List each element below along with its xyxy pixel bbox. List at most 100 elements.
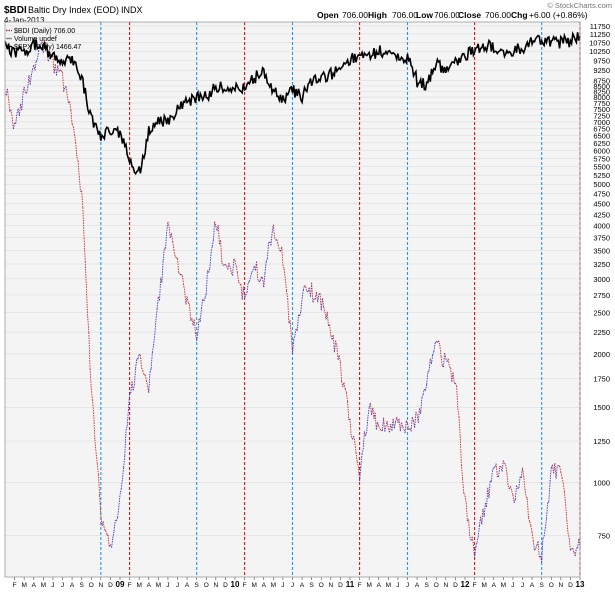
x-tick-label: S [194, 582, 199, 589]
x-tick-label: F [128, 582, 132, 589]
x-tick-label: D [108, 582, 113, 589]
chg-value: +6.00 (+0.86%) [529, 10, 588, 20]
y-tick-label: 750 [597, 532, 610, 541]
instrument-name: Baltic Dry Index (EOD) [28, 5, 119, 15]
x-tick-label: D [338, 582, 343, 589]
y-tick-label: 5500 [593, 163, 610, 172]
x-tick-label: S [79, 582, 84, 589]
open-label: Open [317, 10, 339, 20]
y-tick-label: 1000 [593, 478, 610, 487]
bdi-segment [60, 70, 61, 71]
x-tick-label: N [443, 582, 448, 589]
y-tick-label: 5750 [593, 154, 610, 163]
x-tick-label: M [271, 582, 276, 589]
y-tick-label: 1500 [593, 403, 610, 412]
x-tick-label: J [511, 582, 514, 589]
x-tick-label: 09 [116, 580, 125, 589]
x-tick-label: M [21, 582, 26, 589]
y-tick-label: 3750 [593, 233, 610, 242]
x-tick-label: S [424, 582, 429, 589]
x-tick-label: 11 [346, 580, 355, 589]
y-tick-label: 3000 [593, 275, 610, 284]
y-tick-label: 8750 [593, 77, 610, 86]
y-tick-label: 2750 [593, 291, 610, 300]
x-tick-label: M [251, 582, 256, 589]
close-label: Close [458, 10, 481, 20]
y-tick-label: 3250 [593, 260, 610, 269]
x-tick-label: N [328, 582, 333, 589]
low-value: 706.00 [434, 10, 460, 20]
y-tick-label: 10750 [589, 38, 610, 47]
x-tick-label: N [558, 582, 563, 589]
legend-label: Volume undef [14, 36, 57, 43]
x-tick-label: J [406, 582, 409, 589]
x-tick-label: S [539, 582, 544, 589]
x-tick-label: M [156, 582, 161, 589]
x-tick-label: 10 [231, 580, 240, 589]
x-tick-label: F [473, 582, 477, 589]
y-tick-label: 4250 [593, 210, 610, 219]
x-tick-label: A [32, 582, 37, 589]
x-tick-label: J [521, 582, 524, 589]
close-value: 706.00 [485, 10, 511, 20]
x-tick-label: N [98, 582, 103, 589]
low-label: Low [416, 10, 433, 20]
y-tick-label: 1750 [593, 375, 610, 384]
x-tick-label: D [453, 582, 458, 589]
x-tick-label: J [51, 582, 54, 589]
high-label: High [368, 10, 387, 20]
x-tick-label: J [396, 582, 399, 589]
x-tick-label: O [204, 582, 209, 589]
y-tick-label: 10250 [589, 47, 610, 56]
legend-label: $SPX (Daily) 1466.47 [14, 44, 81, 51]
x-tick-label: J [291, 582, 294, 589]
y-tick-label: 5250 [593, 171, 610, 180]
x-tick-label: A [262, 582, 267, 589]
y-tick-label: 4750 [593, 190, 610, 199]
x-tick-label: A [377, 582, 382, 589]
y-tick-label: 2500 [593, 309, 610, 318]
y-tick-label: 9750 [593, 56, 610, 65]
x-tick-label: F [13, 582, 17, 589]
x-tick-label: A [492, 582, 497, 589]
y-tick-label: 3500 [593, 246, 610, 255]
y-tick-label: 2250 [593, 328, 610, 337]
x-tick-label: A [300, 582, 305, 589]
x-tick-label: J [176, 582, 179, 589]
x-tick-label: O [89, 582, 94, 589]
chg-label: Chg [511, 10, 528, 20]
x-tick-label: A [147, 582, 152, 589]
x-tick-label: J [166, 582, 169, 589]
source-credit: © StockCharts.com [547, 1, 612, 10]
x-tick-label: O [319, 582, 324, 589]
y-tick-label: 5000 [593, 180, 610, 189]
x-tick-label: F [358, 582, 362, 589]
bdi-segment [558, 466, 559, 467]
x-tick-label: J [281, 582, 284, 589]
x-tick-label: O [549, 582, 554, 589]
x-tick-label: 13 [576, 580, 585, 589]
x-tick-label: M [366, 582, 371, 589]
x-tick-label: M [136, 582, 141, 589]
x-tick-label: S [309, 582, 314, 589]
exchange-label: INDX [121, 5, 143, 15]
symbol-label: $BDI [4, 5, 27, 16]
x-tick-label: J [61, 582, 64, 589]
x-tick-label: 12 [461, 580, 470, 589]
y-tick-label: 11250 [590, 30, 610, 39]
x-tick-label: O [434, 582, 439, 589]
x-tick-label: D [568, 582, 573, 589]
legend-label: $BDI (Daily) 706.00 [14, 28, 75, 35]
high-value: 706.00 [392, 10, 418, 20]
bdi-segment [240, 284, 241, 285]
x-tick-label: A [185, 582, 190, 589]
y-tick-label: 9250 [593, 66, 610, 75]
y-tick-label: 1250 [593, 437, 610, 446]
y-tick-label: 2000 [593, 350, 610, 359]
x-tick-label: M [41, 582, 46, 589]
x-tick-label: D [223, 582, 228, 589]
y-tick-label: 11750 [590, 22, 610, 31]
x-tick-label: A [70, 582, 75, 589]
x-tick-label: A [415, 582, 420, 589]
